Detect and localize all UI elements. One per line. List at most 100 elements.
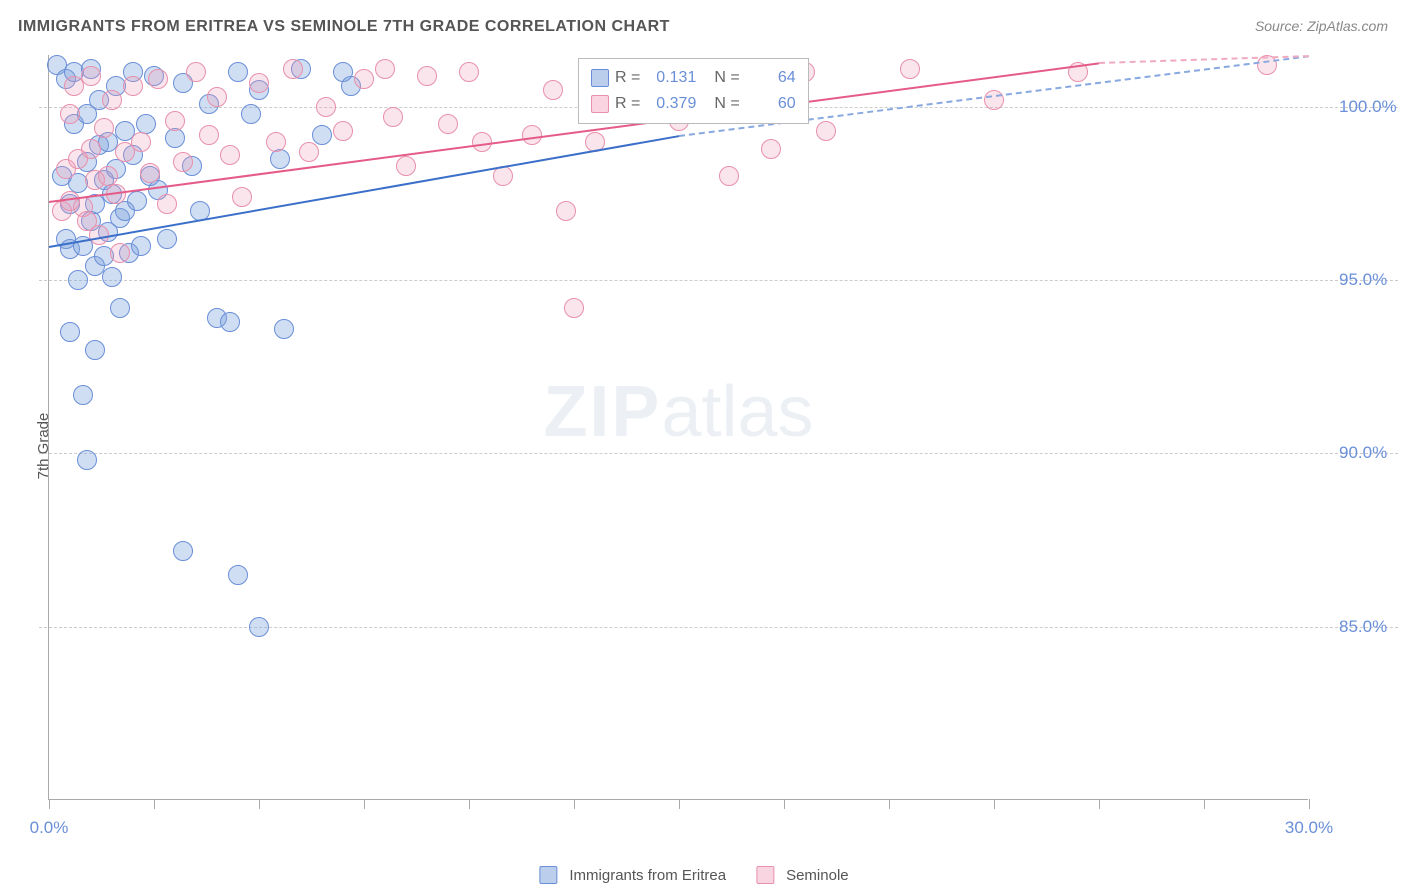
scatter-point [761,139,781,159]
x-tick [1099,799,1100,809]
x-tick [994,799,995,809]
scatter-point [140,163,160,183]
scatter-point [68,270,88,290]
scatter-point [102,90,122,110]
gridline [39,627,1398,628]
x-tick [1204,799,1205,809]
x-tick [574,799,575,809]
r-label: R = [615,69,640,87]
scatter-point [383,107,403,127]
n-value: 60 [746,95,796,113]
scatter-point [266,132,286,152]
scatter-point [60,322,80,342]
scatter-point [984,90,1004,110]
scatter-point [228,565,248,585]
scatter-point [220,312,240,332]
stats-legend-row: R = 0.379 N = 60 [591,91,796,117]
scatter-point [472,132,492,152]
r-value: 0.379 [646,95,696,113]
y-tick-label: 85.0% [1339,617,1387,637]
x-tick [49,799,50,809]
stats-legend-row: R = 0.131N = 64 [591,65,796,91]
scatter-point [127,191,147,211]
x-tick [784,799,785,809]
legend-swatch [591,69,609,87]
y-tick-label: 90.0% [1339,443,1387,463]
scatter-point [73,385,93,405]
scatter-point [207,87,227,107]
r-value: 0.131 [646,69,696,87]
scatter-point [199,125,219,145]
n-label: N = [714,95,739,113]
scatter-point [157,194,177,214]
scatter-point [173,541,193,561]
scatter-point [102,267,122,287]
scatter-point [249,617,269,637]
series-legend: Immigrants from EritreaSeminole [539,866,866,884]
watermark-bold: ZIP [543,372,661,452]
legend-label: Seminole [786,867,849,884]
scatter-point [85,340,105,360]
x-tick [364,799,365,809]
scatter-point [719,166,739,186]
scatter-point [312,125,332,145]
x-tick [259,799,260,809]
scatter-point [165,128,185,148]
scatter-point [81,139,101,159]
watermark: ZIPatlas [543,371,813,453]
scatter-point [316,97,336,117]
scatter-point [123,76,143,96]
scatter-point [333,121,353,141]
scatter-point [396,156,416,176]
y-tick-label: 95.0% [1339,270,1387,290]
scatter-point [522,125,542,145]
scatter-point [131,132,151,152]
scatter-point [274,319,294,339]
scatter-point [94,118,114,138]
legend-swatch [756,866,774,884]
n-value: 64 [746,69,796,87]
scatter-point [816,121,836,141]
scatter-point [165,111,185,131]
scatter-point [81,66,101,86]
scatter-point [173,152,193,172]
scatter-point [241,104,261,124]
scatter-point [228,62,248,82]
scatter-point [77,450,97,470]
scatter-point [60,104,80,124]
scatter-point [249,73,269,93]
scatter-point [283,59,303,79]
x-tick [679,799,680,809]
scatter-point [564,298,584,318]
x-tick [154,799,155,809]
stats-legend: R = 0.131N = 64R = 0.379N = 60 [578,58,809,124]
chart-container: IMMIGRANTS FROM ERITREA VS SEMINOLE 7TH … [0,0,1406,892]
scatter-point [157,229,177,249]
trend-line [49,135,679,248]
scatter-point [438,114,458,134]
scatter-point [186,62,206,82]
gridline [39,280,1398,281]
scatter-point [148,69,168,89]
scatter-point [131,236,151,256]
scatter-point [459,62,479,82]
scatter-point [375,59,395,79]
x-tick-label: 0.0% [30,818,69,838]
scatter-point [110,298,130,318]
x-tick [469,799,470,809]
r-label: R = [615,95,640,113]
scatter-point [900,59,920,79]
legend-swatch [591,95,609,113]
scatter-point [220,145,240,165]
y-tick-label: 100.0% [1339,97,1397,117]
chart-title: IMMIGRANTS FROM ERITREA VS SEMINOLE 7TH … [18,18,670,36]
scatter-point [299,142,319,162]
x-tick-label: 30.0% [1285,818,1333,838]
watermark-light: atlas [661,372,813,452]
scatter-point [110,243,130,263]
scatter-point [417,66,437,86]
plot-area: ZIPatlas 85.0%90.0%95.0%100.0%0.0%30.0% [48,55,1308,800]
legend-swatch [539,866,557,884]
scatter-point [543,80,563,100]
scatter-point [556,201,576,221]
